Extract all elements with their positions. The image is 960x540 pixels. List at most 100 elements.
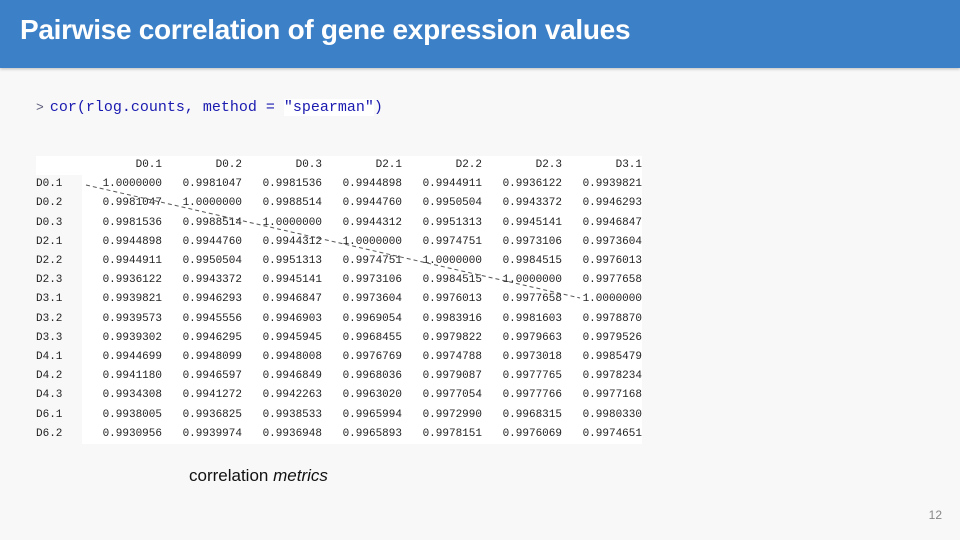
table-cell: 0.9946903 (262, 312, 322, 325)
table-row: D4.1 0.9944699 0.9948099 0.9948008 0.9976769… (36, 348, 642, 368)
table-cell: 0.9979087 (422, 370, 482, 383)
table-row: D2.2 0.9944911 0.9950504 0.9951313 0.9974751… (36, 252, 642, 272)
table-cell: 0.9978870 (582, 312, 642, 325)
table-cell: 0.9981047 (102, 197, 162, 210)
table-cell: 0.9977766 (502, 389, 562, 402)
column-header: D2.1 (375, 159, 402, 171)
table-cell: 0.9981603 (502, 312, 562, 325)
table-cell: 0.9941180 (102, 370, 162, 383)
table-cell: 1.0000000 (262, 216, 322, 229)
title-bar: Pairwise correlation of gene expression … (0, 0, 960, 68)
table-row: D3.1 0.9939821 0.9946293 0.9946847 0.9973604… (36, 290, 642, 310)
table-cell: 0.9976769 (342, 351, 402, 364)
page-number: 12 (928, 508, 942, 522)
table-row: D4.2 0.9941180 0.9946597 0.9946849 0.9968036… (36, 367, 642, 387)
table-cell: 0.9978151 (422, 427, 482, 440)
code-call: cor(rlog.counts, method = (49, 99, 284, 116)
table-cell: 0.9944898 (342, 178, 402, 191)
table-row: D0.1 1.0000000 0.9981047 0.9981536 0.9944898… (36, 175, 642, 195)
table-cell: 0.9936948 (262, 427, 322, 440)
table-cell: 0.9980330 (582, 408, 642, 421)
column-header: D0.2 (215, 159, 242, 171)
table-cell: 0.9945945 (262, 331, 322, 344)
row-name: D0.3 (36, 213, 82, 233)
table-cell: 0.9950504 (182, 255, 242, 268)
table-cell: 0.9938005 (102, 408, 162, 421)
table-cell: 0.9979663 (502, 331, 562, 344)
table-row: D3.2 0.9939573 0.9945556 0.9946903 0.9969054… (36, 309, 642, 329)
table-cell: 0.9944911 (422, 178, 482, 191)
table-cell: 0.9945141 (502, 216, 562, 229)
table-cell: 0.9973106 (502, 235, 562, 248)
table-row: D3.3 0.9939302 0.9946295 0.9945945 0.9968455… (36, 328, 642, 349)
table-row: D2.1 0.9944898 0.9944760 0.9944312 1.0000000… (36, 232, 642, 253)
caption-italic-text: metrics (273, 466, 328, 485)
column-header: D0.3 (295, 159, 322, 171)
table-cell: 0.9941272 (182, 389, 242, 402)
row-name: D2.3 (36, 271, 82, 291)
column-header: D2.2 (455, 159, 482, 171)
console-prompt: > (36, 100, 44, 115)
table-cell: 0.9934308 (102, 389, 162, 402)
table-cell: 0.9973604 (342, 293, 402, 306)
table-cell: 0.9981047 (182, 178, 242, 191)
table-cell: 0.9972990 (422, 408, 482, 421)
table-row: D0.3 0.9981536 0.9988514 1.0000000 0.9944312… (36, 213, 642, 233)
table-cell: 0.9977168 (582, 389, 642, 402)
r-code-line: > cor(rlog.counts, method = "spearman") (36, 99, 383, 116)
table-cell: 0.9943372 (182, 274, 242, 287)
table-row: D6.1 0.9938005 0.9936825 0.9938533 0.9965994… (36, 405, 642, 425)
table-cell: 0.9978234 (582, 370, 642, 383)
row-name: D6.1 (36, 405, 82, 425)
table-cell: 0.9974751 (342, 255, 402, 268)
table-cell: 0.9951313 (262, 255, 322, 268)
table-cell: 0.9976013 (422, 293, 482, 306)
table-cell: 0.9981536 (102, 216, 162, 229)
row-name: D4.2 (36, 367, 82, 387)
table-cell: 0.9945141 (262, 274, 322, 287)
code-string-literal: "spearman" (283, 99, 374, 116)
table-cell: 0.9988514 (262, 197, 322, 210)
table-cell: 0.9965994 (342, 408, 402, 421)
table-cell: 0.9944911 (102, 255, 162, 268)
row-name: D0.1 (36, 175, 82, 195)
table-cell: 0.9973018 (502, 351, 562, 364)
table-cell: 0.9968036 (342, 370, 402, 383)
table-cell: 0.9974751 (422, 235, 482, 248)
slide-title: Pairwise correlation of gene expression … (20, 14, 631, 45)
table-cell: 0.9969054 (342, 312, 402, 325)
table-cell: 0.9985479 (582, 351, 642, 364)
table-cell: 0.9976069 (502, 427, 562, 440)
row-name: D3.1 (36, 290, 82, 310)
table-cell: 0.9944312 (342, 216, 402, 229)
row-name: D3.2 (36, 309, 82, 329)
row-name: D2.2 (36, 252, 82, 272)
table-cell: 1.0000000 (182, 197, 242, 210)
table-cell: 0.9936825 (182, 408, 242, 421)
table-cell: 0.9939573 (102, 312, 162, 325)
table-cell: 1.0000000 (342, 235, 402, 248)
row-name: D2.1 (36, 232, 82, 253)
correlation-matrix-table: D0.1 D0.2 D0.3 D2.1 D2.2 D2.3 D3.1 D0.1 1.00000… (36, 156, 642, 445)
table-cell: 0.9984515 (422, 274, 482, 287)
table-cell: 0.9977658 (502, 293, 562, 306)
table-cell: 0.9951313 (422, 216, 482, 229)
table-cell: 0.9944699 (102, 351, 162, 364)
table-cell: 0.9946847 (582, 216, 642, 229)
table-row: D0.2 0.9981047 1.0000000 0.9988514 0.9944760… (36, 194, 642, 214)
table-cell: 0.9976013 (582, 255, 642, 268)
table-row: D6.2 0.9930956 0.9939974 0.9936948 0.9965893… (36, 424, 642, 445)
table-cell: 0.9946849 (262, 370, 322, 383)
row-name: D3.3 (36, 328, 82, 349)
table-cell: 0.9939821 (582, 178, 642, 191)
row-name: D4.1 (36, 348, 82, 368)
table-header-row: D0.1 D0.2 D0.3 D2.1 D2.2 D2.3 D3.1 (36, 156, 642, 175)
table-cell: 0.9939821 (102, 293, 162, 306)
row-name: D0.2 (36, 194, 82, 214)
table-cell: 0.9930956 (102, 427, 162, 440)
table-cell: 1.0000000 (582, 293, 642, 306)
table-cell: 0.9942263 (262, 389, 322, 402)
column-header: D0.1 (135, 159, 162, 171)
table-cell: 0.9939974 (182, 427, 242, 440)
table-cell: 0.9945556 (182, 312, 242, 325)
